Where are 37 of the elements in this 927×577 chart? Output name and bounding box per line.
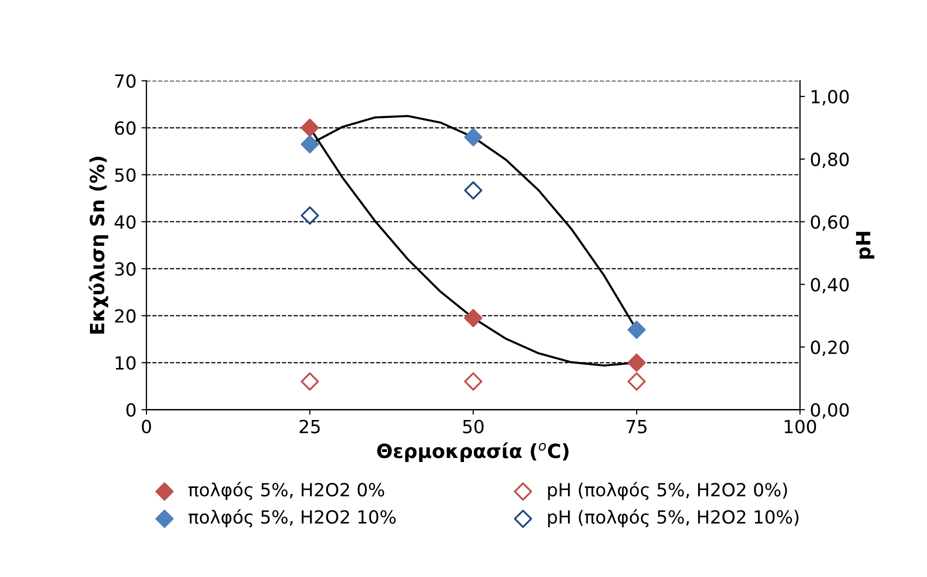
x-tick-label: 75	[626, 420, 647, 434]
legend-label: pH (πολφός 5%, H2O2 0%)	[548, 482, 787, 500]
point	[464, 128, 482, 146]
y2-tick-label: 1,00	[812, 90, 849, 106]
point	[300, 135, 319, 154]
point	[464, 308, 482, 328]
legend-label: pH (πολφός 5%, H2O2 10%)	[548, 509, 798, 528]
point	[300, 206, 319, 225]
x-tick-label: 50	[463, 420, 484, 434]
point	[300, 372, 319, 391]
x-axis-title: Θερμοκρασία ($^{o}$C)	[377, 442, 568, 462]
y2-tick-label: 0,20	[810, 340, 849, 356]
x-tick-label: 25	[300, 420, 320, 434]
y2-axis-title: pH	[856, 232, 874, 259]
y2-tick-label: 0,80	[810, 152, 849, 168]
point	[300, 118, 319, 137]
legend-label: πολφός 5%, H2O2 10%	[188, 509, 396, 528]
x-tick-label: 100	[784, 420, 816, 434]
y-tick-label: 60	[115, 121, 136, 135]
y-tick-label: 30	[115, 262, 136, 276]
y-tick-label: 0	[126, 403, 136, 417]
y2-tick-label: 0,00	[810, 403, 849, 419]
y-tick-label: 10	[116, 356, 136, 370]
x-tick-label: 0	[142, 420, 152, 434]
y2-tick-label: 0,60	[810, 215, 849, 231]
legend-label: πολφός 5%, H2O2 0%	[188, 482, 384, 500]
y-tick-label: 70	[115, 74, 136, 88]
y-axis-title: Εκχύλιση Sn (%)	[88, 156, 108, 334]
y2-tick-label: 0,40	[810, 278, 849, 294]
y-tick-label: 40	[114, 215, 136, 229]
y-tick-label: 50	[115, 168, 136, 182]
point	[464, 372, 482, 391]
point	[464, 181, 482, 200]
point	[627, 372, 646, 391]
point	[627, 354, 646, 372]
y-tick-label: 20	[115, 309, 136, 323]
point	[627, 320, 646, 339]
